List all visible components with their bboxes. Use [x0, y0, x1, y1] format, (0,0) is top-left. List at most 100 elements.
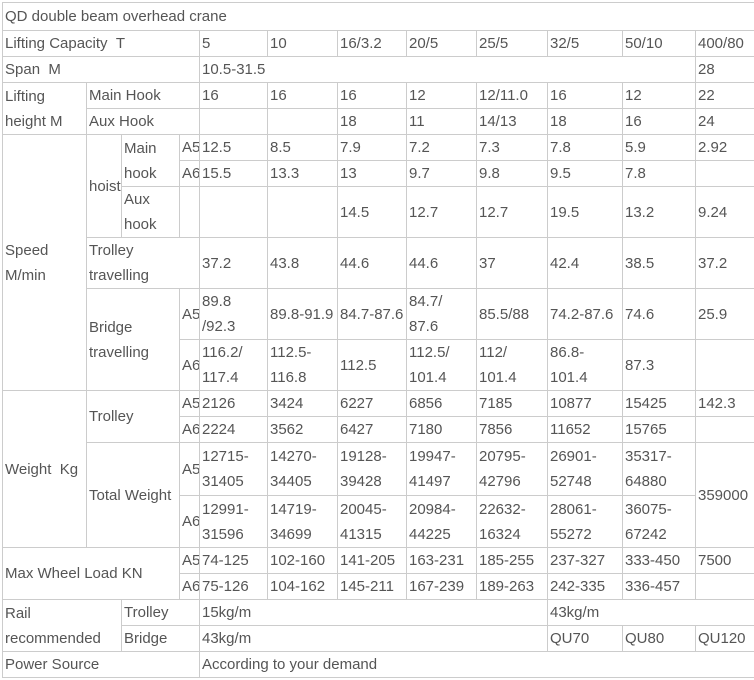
height-value: 16 [200, 83, 268, 109]
capacity-value: 400/80 [696, 31, 754, 57]
capacity-value: 5 [200, 31, 268, 57]
speed-value: 7.2 [407, 135, 477, 161]
empty-cell [696, 161, 754, 187]
max-wheel-label: Max Wheel Load KN [3, 548, 180, 600]
empty-cell [696, 340, 754, 391]
weight-value: 22632- 16324 [477, 496, 548, 548]
weight-value: 26901- 52748 [548, 443, 623, 496]
speed-value: 14.5 [338, 187, 407, 238]
speed-value: 2.92 [696, 135, 754, 161]
span-row: Span M 10.5-31.5 28 [3, 57, 754, 83]
rail-label: Rail recommended [3, 600, 122, 652]
height-value: 18 [548, 109, 623, 135]
wheel-load-value: 104-162 [268, 574, 338, 600]
weight-value: 28061- 55272 [548, 496, 623, 548]
speed-value: 8.5 [268, 135, 338, 161]
speed-value: 74.6 [623, 289, 696, 340]
speed-value: 74.2-87.6 [548, 289, 623, 340]
height-value: 12/11.0 [477, 83, 548, 109]
speed-value: 38.5 [623, 238, 696, 289]
wheel-load-value: 145-211 [338, 574, 407, 600]
speed-value: 13 [338, 161, 407, 187]
speed-value: 112.5 [338, 340, 407, 391]
wheel-load-value: 141-205 [338, 548, 407, 574]
speed-value: 12.5 [200, 135, 268, 161]
speed-value: 5.9 [623, 135, 696, 161]
capacity-value: 16/3.2 [338, 31, 407, 57]
wheel-load-value: 74-125 [200, 548, 268, 574]
weight-value: 3562 [268, 417, 338, 443]
empty-cell [696, 417, 754, 443]
main-hook-label: Main Hook [87, 83, 200, 109]
speed-value: 112/ 101.4 [477, 340, 548, 391]
wheel-load-value: 336-457 [623, 574, 696, 600]
weight-value: 142.3 [696, 391, 754, 417]
trolley-travelling-row: Trolley travelling 37.2 43.8 44.6 44.6 3… [3, 238, 754, 289]
speed-value: 84.7/ 87.6 [407, 289, 477, 340]
weight-trolley-label: Trolley [87, 391, 180, 443]
lifting-capacity-label: Lifting Capacity T [3, 31, 200, 57]
height-value: 11 [407, 109, 477, 135]
speed-value: 15.5 [200, 161, 268, 187]
lifting-capacity-row: Lifting Capacity T 5 10 16/3.2 20/5 25/5… [3, 31, 754, 57]
weight-value: 15765 [623, 417, 696, 443]
span-label: Span M [3, 57, 200, 83]
height-value: 12 [623, 83, 696, 109]
title-row: QD double beam overhead crane [3, 3, 754, 31]
weight-value: 19128- 39428 [338, 443, 407, 496]
rail-value: 43kg/m [548, 600, 754, 626]
capacity-value: 25/5 [477, 31, 548, 57]
speed-value: 44.6 [338, 238, 407, 289]
rail-trolley-row: Rail recommended Trolley 15kg/m 43kg/m [3, 600, 754, 626]
speed-value: 7.8 [548, 135, 623, 161]
lifting-height-main-row: Lifting height M Main Hook 16 16 16 12 1… [3, 83, 754, 109]
rail-value: QU70 [548, 626, 623, 652]
weight-value: 19947- 41497 [407, 443, 477, 496]
speed-value: 9.5 [548, 161, 623, 187]
wheel-load-value: 333-450 [623, 548, 696, 574]
span-value-last: 28 [696, 57, 754, 83]
weight-value: 6427 [338, 417, 407, 443]
power-source-value: According to your demand [200, 652, 754, 678]
speed-value: 12.7 [477, 187, 548, 238]
weight-value: 14270- 34405 [268, 443, 338, 496]
bridge-travelling-a5-row: Bridge travelling A5 89.8 /92.3 89.8-91.… [3, 289, 754, 340]
weight-value: 10877 [548, 391, 623, 417]
wheel-load-value: 189-263 [477, 574, 548, 600]
bridge-travelling-label: Bridge travelling [87, 289, 180, 391]
grade-a6: A6 [180, 496, 200, 548]
speed-value: 12.7 [407, 187, 477, 238]
grade-a5: A5 [180, 135, 200, 161]
speed-value: 116.2/ 117.4 [200, 340, 268, 391]
hoist-label: hoist [87, 135, 122, 238]
empty-cell [180, 187, 200, 238]
grade-a5: A5 [180, 443, 200, 496]
weight-value: 6227 [338, 391, 407, 417]
power-source-row: Power Source According to your demand [3, 652, 754, 678]
speed-value: 37.2 [696, 238, 754, 289]
capacity-value: 32/5 [548, 31, 623, 57]
trolley-travelling-label: Trolley travelling [87, 238, 200, 289]
capacity-value: 20/5 [407, 31, 477, 57]
weight-value: 20045- 41315 [338, 496, 407, 548]
weight-label: Weight Kg [3, 391, 87, 548]
weight-value: 3424 [268, 391, 338, 417]
span-value: 10.5-31.5 [200, 57, 696, 83]
weight-trolley-a5-row: Weight Kg Trolley A5 2126 3424 6227 6856… [3, 391, 754, 417]
weight-value: 12991- 31596 [200, 496, 268, 548]
weight-value: 35317- 64880 [623, 443, 696, 496]
speed-value: 86.8- 101.4 [548, 340, 623, 391]
speed-value: 112.5- 116.8 [268, 340, 338, 391]
height-value: 24 [696, 109, 754, 135]
grade-a6: A6 [180, 340, 200, 391]
lifting-height-aux-row: Aux Hook 18 11 14/13 18 16 24 [3, 109, 754, 135]
speed-value: 85.5/88 [477, 289, 548, 340]
speed-value: 37.2 [200, 238, 268, 289]
speed-value: 19.5 [548, 187, 623, 238]
height-value: 16 [548, 83, 623, 109]
speed-value: 37 [477, 238, 548, 289]
speed-value: 9.8 [477, 161, 548, 187]
speed-value: 9.7 [407, 161, 477, 187]
weight-value: 20795- 42796 [477, 443, 548, 496]
rail-value: 43kg/m [200, 626, 548, 652]
